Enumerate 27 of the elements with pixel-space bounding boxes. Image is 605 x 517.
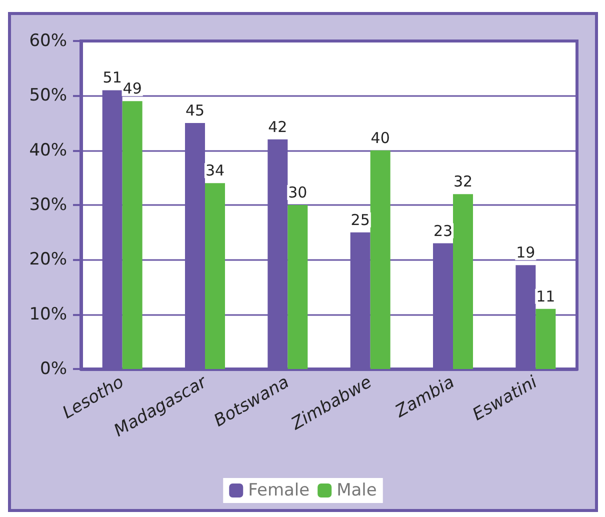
legend-label: Female [248,480,310,500]
bar [536,308,556,369]
bar [370,150,390,369]
data-label: 49 [122,80,142,98]
y-tick-label: 60% [29,31,67,51]
data-label: 42 [268,118,288,136]
data-label: 25 [350,210,370,229]
bar [453,194,473,369]
bar [205,183,225,369]
data-label: 11 [536,287,556,306]
legend-label: Male [336,480,377,500]
bar [122,101,142,369]
y-tick-label: 30% [29,195,67,215]
y-tick-label: 10% [29,304,67,324]
data-label: 19 [516,244,536,262]
data-label: 32 [453,172,473,191]
y-tick-label: 0% [40,359,67,379]
y-tick-label: 20% [29,250,67,270]
data-label: 34 [205,162,225,180]
data-label: 51 [102,68,122,87]
y-tick-label: 50% [29,86,67,106]
y-tick-label: 40% [29,140,67,160]
data-label: 45 [185,102,205,120]
bar [288,205,308,369]
data-label: 23 [433,222,453,240]
data-label: 40 [370,128,390,147]
data-label: 30 [288,184,308,202]
